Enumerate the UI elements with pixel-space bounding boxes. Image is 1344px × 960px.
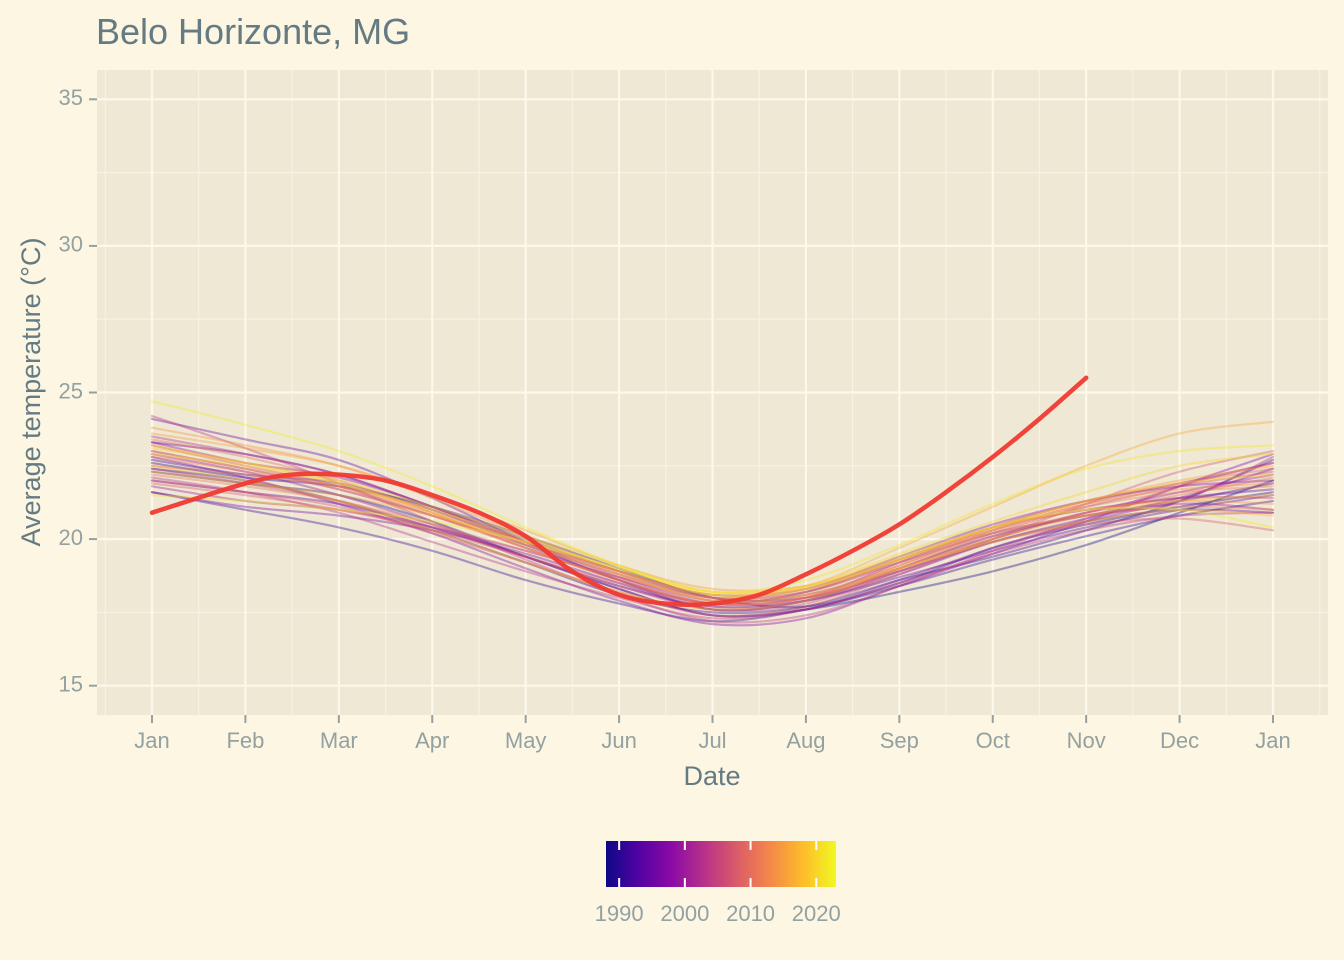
- colorbar-label: 2010: [726, 901, 775, 926]
- y-tick-label: 30: [59, 232, 83, 257]
- x-tick-label: Jan: [134, 728, 169, 753]
- colorbar-label: 2020: [792, 901, 841, 926]
- colorbar-label: 1990: [595, 901, 644, 926]
- x-tick-label: Nov: [1067, 728, 1106, 753]
- y-axis: 15 20 25 30 35: [59, 85, 97, 696]
- y-tick-label: 25: [59, 378, 83, 403]
- chart-title: Belo Horizonte, MG: [96, 11, 410, 52]
- colorbar-legend: 1990 2000 2010 2020: [595, 841, 841, 926]
- x-tick-label: May: [505, 728, 547, 753]
- colorbar-label: 2000: [660, 901, 709, 926]
- x-tick-label: Oct: [976, 728, 1010, 753]
- x-tick-label: Jul: [698, 728, 726, 753]
- x-tick-label: Apr: [415, 728, 449, 753]
- y-tick-label: 20: [59, 525, 83, 550]
- y-axis-title: Average temperature (°C): [16, 238, 46, 547]
- x-tick-label: Sep: [880, 728, 919, 753]
- x-axis-title: Date: [683, 761, 740, 791]
- y-tick-label: 15: [59, 671, 83, 696]
- colorbar-labels: 1990 2000 2010 2020: [595, 901, 841, 926]
- x-tick-label: Dec: [1160, 728, 1199, 753]
- y-tick-label: 35: [59, 85, 83, 110]
- x-axis: Jan Feb Mar Apr May Jun Jul Aug Sep Oct Nov Dec Jan: [134, 715, 1290, 753]
- x-tick-label: Jan: [1255, 728, 1290, 753]
- x-tick-label: Feb: [226, 728, 264, 753]
- x-tick-label: Mar: [320, 728, 358, 753]
- x-tick-label: Aug: [786, 728, 825, 753]
- x-tick-label: Jun: [601, 728, 636, 753]
- colorbar: [606, 841, 836, 887]
